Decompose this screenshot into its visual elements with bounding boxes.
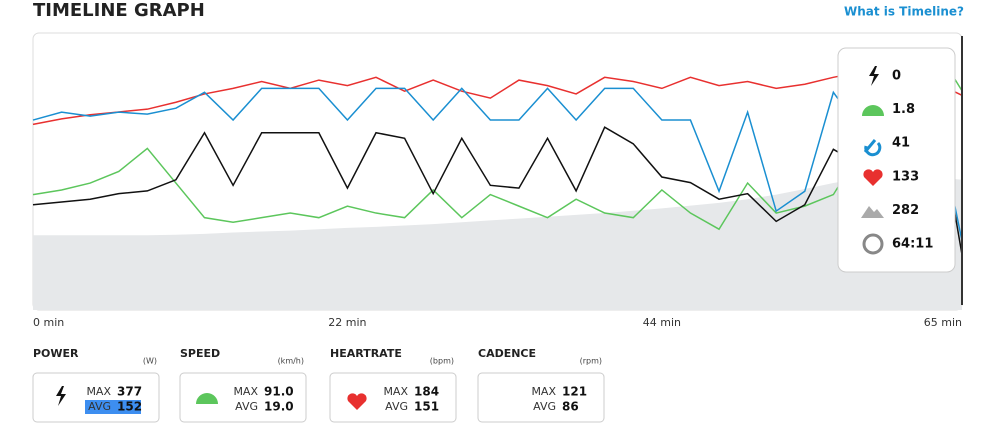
stat-label: CADENCE [478, 347, 536, 360]
plot [32, 66, 963, 310]
legend-icons [861, 66, 884, 255]
title: TIMELINE GRAPH [33, 0, 205, 21]
stat-unit: (bpm) [430, 357, 454, 366]
power-icon [869, 66, 879, 86]
avg-value: 152 [117, 400, 142, 414]
text-selection [85, 400, 141, 414]
max-value: 184 [414, 385, 439, 399]
stat-box [329, 372, 457, 423]
stat-label: POWER [33, 347, 79, 360]
max-label: MAX [233, 385, 258, 398]
help-link[interactable]: What is Timeline? [844, 5, 964, 19]
time-icon [862, 233, 884, 255]
stat-unit: (km/h) [278, 357, 304, 366]
elevation-area [33, 175, 962, 310]
max-value: 121 [562, 385, 587, 399]
legend-value: 64:11 [892, 237, 933, 252]
x-tick-label: 22 min [328, 316, 366, 329]
avg-value: 86 [562, 400, 579, 414]
x-tick-label: 44 min [643, 316, 681, 329]
stat-label: SPEED [180, 347, 220, 360]
avg-value: 19.0 [264, 400, 294, 414]
legend-value: 133 [892, 169, 919, 184]
avg-label: AVG [533, 400, 556, 413]
legend-value: 282 [892, 203, 919, 218]
legend-value: 1.8 [892, 102, 915, 117]
stat-box [477, 372, 605, 423]
stat-unit: (rpm) [580, 357, 602, 366]
legend-value: 0 [892, 69, 901, 84]
series-line [32, 66, 963, 231]
stat-unit: (W) [143, 357, 157, 366]
max-value: 377 [117, 385, 142, 399]
stat-icon [56, 386, 66, 406]
series-line [32, 87, 963, 241]
cadence-icon [863, 139, 882, 157]
stat-box [179, 372, 307, 423]
heart-icon [863, 169, 883, 186]
max-label: MAX [531, 385, 556, 398]
max-label: MAX [86, 385, 111, 398]
series-line [32, 126, 963, 255]
stat-icon [196, 393, 218, 404]
avg-label: AVG [235, 400, 258, 413]
avg-label: AVG [88, 400, 111, 413]
avg-value: 151 [414, 400, 439, 414]
speed-icon [862, 105, 884, 116]
stat-label: HEARTRATE [330, 347, 402, 360]
x-tick-label: 0 min [33, 316, 64, 329]
x-tick-label: 65 min [924, 316, 962, 329]
stat-icon [347, 393, 367, 410]
max-label: MAX [383, 385, 408, 398]
legend-value: 41 [892, 136, 910, 151]
series-line [32, 71, 963, 126]
stats-row: POWER (W) MAX 377 AVG 152 SPEED (km/h) MAX 91.0 AV… [32, 347, 605, 423]
elevation-icon [861, 206, 884, 218]
avg-label: AVG [385, 400, 408, 413]
max-value: 91.0 [264, 385, 294, 399]
